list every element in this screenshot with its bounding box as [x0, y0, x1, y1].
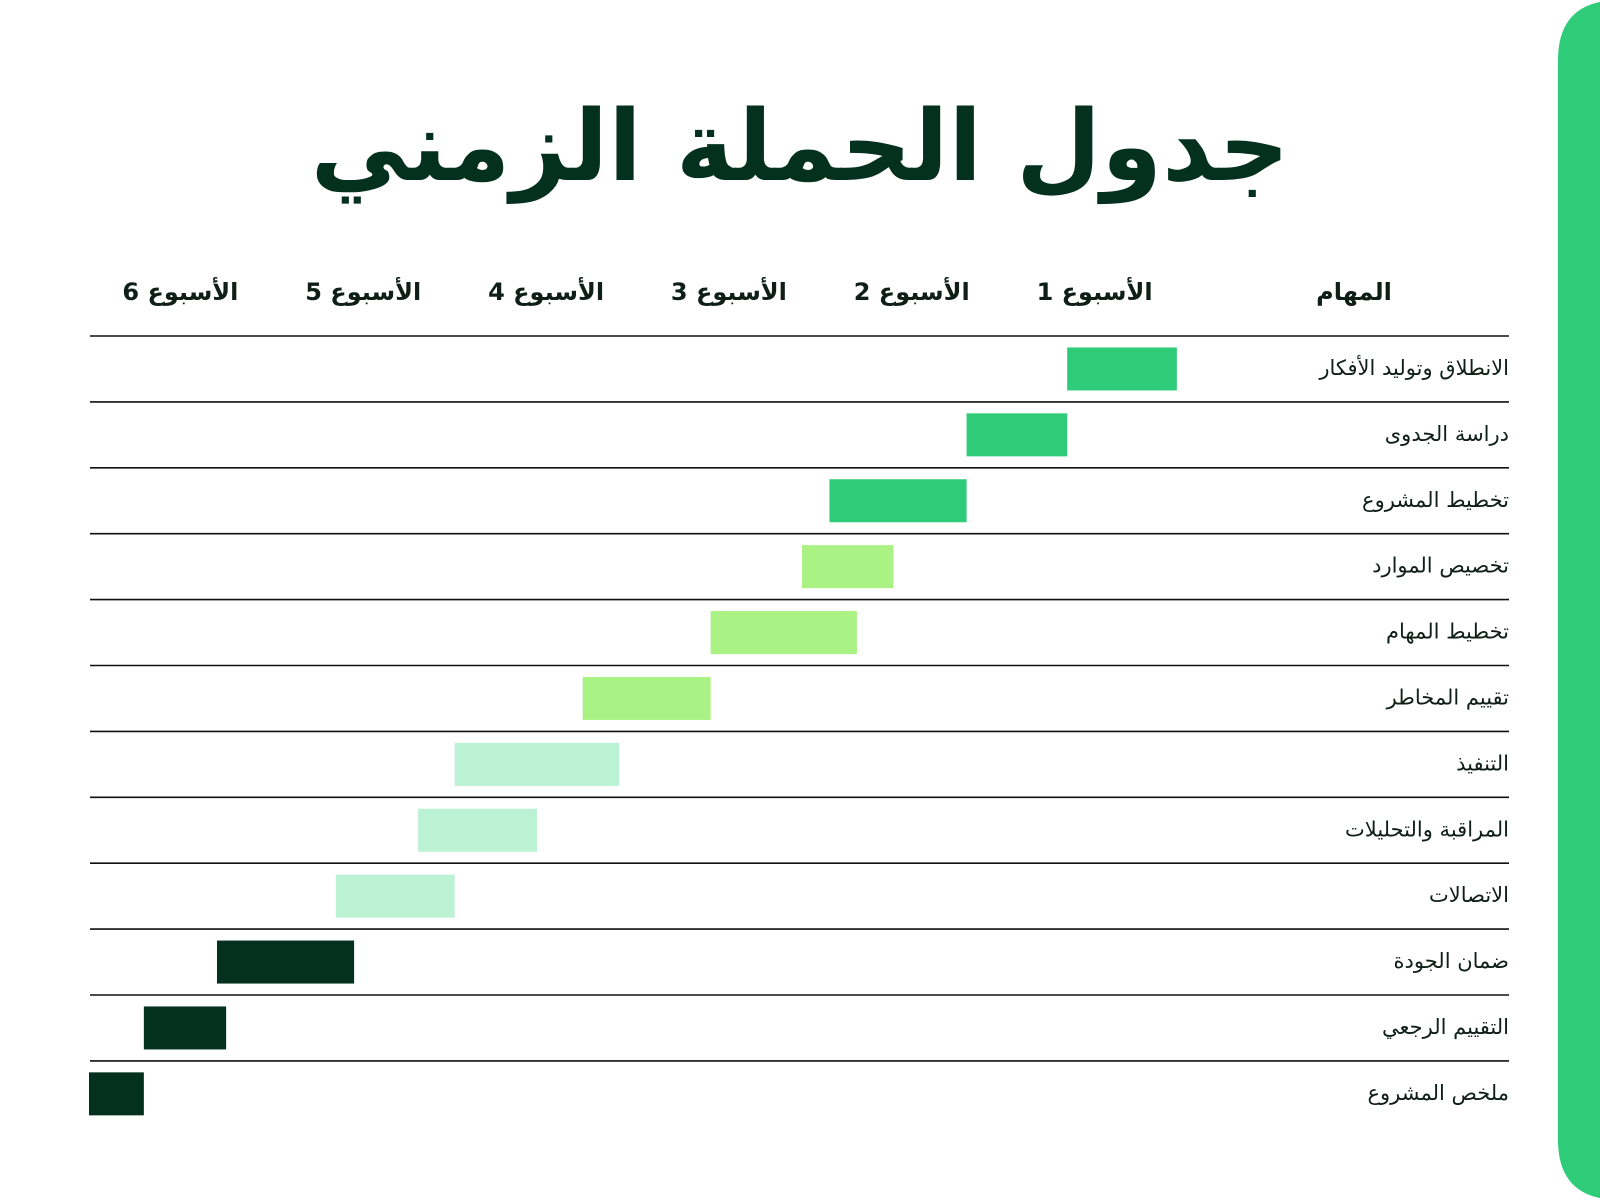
- x-tick-label: الأسبوع 1: [1037, 277, 1153, 306]
- task-header: المهام: [1316, 278, 1392, 306]
- task-bar: [802, 545, 894, 589]
- task-label: تقييم المخاطر: [1386, 685, 1510, 710]
- task-bar: [454, 742, 620, 786]
- task-label: ملخص المشروع: [1367, 1081, 1509, 1105]
- task-label: تخطيط المهام: [1386, 620, 1509, 644]
- task-label: تخطيط المشروع: [1362, 488, 1509, 512]
- task-bar: [418, 808, 537, 852]
- x-tick-label: الأسبوع 4: [488, 277, 604, 306]
- task-bar: [1067, 347, 1177, 391]
- task-bar: [829, 479, 967, 523]
- task-label: التقييم الرجعي: [1382, 1015, 1509, 1040]
- task-label: ضمان الجودة: [1394, 949, 1509, 973]
- x-tick-label: الأسبوع 5: [305, 277, 421, 306]
- x-tick-label: الأسبوع 2: [854, 277, 970, 306]
- task-bar: [216, 940, 355, 984]
- task-bar: [710, 611, 857, 655]
- task-bar: [143, 1006, 227, 1050]
- task-label: الاتصالات: [1429, 883, 1509, 907]
- task-label: دراسة الجدوى: [1385, 422, 1509, 446]
- task-bar: [335, 874, 455, 918]
- x-tick-label: الأسبوع 6: [122, 277, 238, 306]
- x-tick-label: الأسبوع 3: [671, 277, 787, 306]
- task-bar: [582, 676, 711, 720]
- task-bar: [966, 413, 1068, 457]
- chart-title: جدول الحملة الزمني: [311, 90, 1290, 205]
- task-bar: [89, 1072, 144, 1116]
- task-label: المراقبة والتحليلات: [1345, 817, 1509, 841]
- task-label: الانطلاق وتوليد الأفكار: [1318, 355, 1509, 380]
- side-panel: [1558, 0, 1600, 1200]
- task-label: التنفيذ: [1456, 751, 1509, 775]
- task-label: تخصيص الموارد: [1372, 554, 1509, 578]
